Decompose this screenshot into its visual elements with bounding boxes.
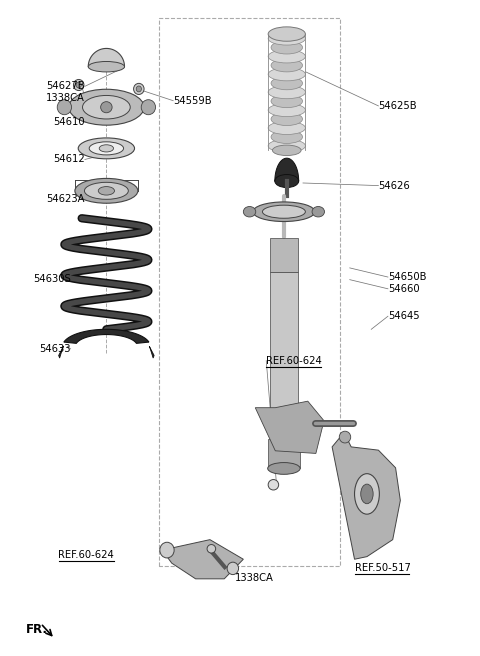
Polygon shape	[332, 432, 400, 560]
Ellipse shape	[243, 207, 256, 217]
Ellipse shape	[268, 139, 305, 152]
Ellipse shape	[355, 474, 379, 514]
Ellipse shape	[76, 82, 81, 88]
Ellipse shape	[271, 77, 302, 90]
Text: 54559B: 54559B	[173, 96, 212, 106]
Ellipse shape	[268, 121, 305, 134]
Text: 54627B: 54627B	[46, 81, 85, 91]
Ellipse shape	[141, 100, 156, 115]
Ellipse shape	[339, 431, 351, 443]
Ellipse shape	[273, 145, 301, 155]
Ellipse shape	[69, 89, 144, 125]
Ellipse shape	[89, 142, 123, 155]
Ellipse shape	[73, 79, 84, 91]
Text: 54633: 54633	[39, 344, 71, 354]
Text: 54612: 54612	[53, 154, 85, 165]
Text: 54610: 54610	[53, 117, 85, 127]
Text: 54623A: 54623A	[47, 194, 85, 203]
Text: 54645: 54645	[388, 311, 420, 321]
Ellipse shape	[263, 205, 305, 218]
Ellipse shape	[99, 145, 114, 152]
Bar	[270, 272, 298, 439]
Ellipse shape	[271, 59, 302, 72]
Ellipse shape	[361, 484, 373, 504]
Polygon shape	[149, 346, 154, 358]
Ellipse shape	[75, 178, 138, 203]
Bar	[270, 238, 298, 272]
Polygon shape	[59, 346, 63, 358]
Ellipse shape	[227, 562, 239, 575]
Ellipse shape	[78, 138, 134, 159]
Text: 1338CA: 1338CA	[46, 93, 85, 103]
Ellipse shape	[275, 174, 299, 188]
Ellipse shape	[271, 41, 302, 54]
Ellipse shape	[136, 86, 142, 92]
Polygon shape	[162, 540, 243, 579]
Text: 54630S: 54630S	[33, 274, 71, 284]
Text: REF.60-624: REF.60-624	[266, 356, 322, 365]
Polygon shape	[255, 401, 324, 453]
Text: 54626: 54626	[378, 180, 410, 191]
Text: REF.60-624: REF.60-624	[58, 550, 114, 560]
Polygon shape	[275, 158, 299, 181]
Ellipse shape	[101, 102, 112, 113]
Text: REF.50-517: REF.50-517	[355, 563, 410, 573]
Ellipse shape	[83, 96, 130, 119]
Ellipse shape	[253, 202, 315, 222]
Ellipse shape	[207, 544, 216, 553]
Ellipse shape	[268, 32, 305, 45]
Ellipse shape	[268, 50, 305, 63]
Text: 1338CA: 1338CA	[235, 573, 274, 583]
Ellipse shape	[84, 182, 128, 199]
Bar	[268, 439, 300, 468]
Ellipse shape	[312, 207, 324, 217]
Ellipse shape	[88, 62, 124, 72]
Ellipse shape	[268, 480, 279, 490]
Ellipse shape	[57, 100, 72, 115]
Ellipse shape	[271, 112, 302, 125]
Ellipse shape	[268, 462, 300, 474]
Text: 54650B: 54650B	[388, 272, 426, 282]
Ellipse shape	[268, 27, 305, 41]
Ellipse shape	[98, 186, 115, 195]
Ellipse shape	[271, 131, 302, 144]
Ellipse shape	[160, 543, 174, 558]
Text: 54625B: 54625B	[378, 101, 417, 111]
Ellipse shape	[268, 104, 305, 117]
Text: FR.: FR.	[26, 623, 48, 636]
Ellipse shape	[268, 86, 305, 98]
Ellipse shape	[268, 68, 305, 81]
Ellipse shape	[271, 94, 302, 108]
Ellipse shape	[133, 83, 144, 94]
Text: 54660: 54660	[388, 284, 420, 294]
Polygon shape	[88, 49, 124, 67]
Polygon shape	[64, 329, 149, 343]
